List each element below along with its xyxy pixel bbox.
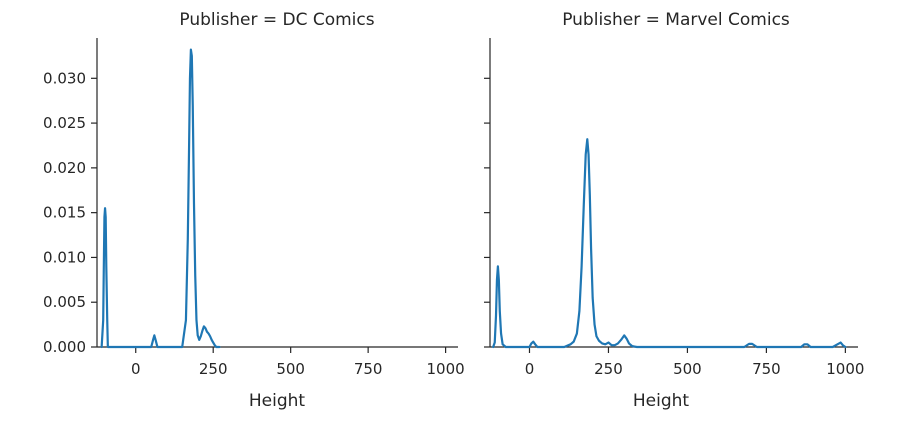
facet-dc-comics: Publisher = DC Comics 0 250 500 750 1000 0.00… <box>43 10 465 411</box>
x-tick-label: 1000 <box>826 360 864 378</box>
facet-title-dc-comics: Publisher = DC Comics <box>179 10 374 30</box>
x-axis-title-dc-comics: Height <box>249 391 306 411</box>
x-tick-label: 500 <box>276 360 305 378</box>
x-tick-label: 500 <box>673 360 702 378</box>
x-tick-label: 1000 <box>427 360 465 378</box>
y-tick-label: 0.030 <box>43 69 86 87</box>
kde-curve-dc-comics <box>100 48 221 349</box>
y-tick-label: 0.005 <box>43 293 86 311</box>
y-tick-label: 0.020 <box>43 159 86 177</box>
x-axis-title-marvel-comics: Height <box>633 391 690 411</box>
tick-group-dc-comics: 0 250 500 750 1000 0.000 0.005 0.010 0.015 0.020 0… <box>43 69 465 378</box>
x-tick-label: 250 <box>199 360 228 378</box>
facet-marvel-comics: Publisher = Marvel Comics 0 250 500 750 1000… <box>484 10 864 411</box>
x-tick-label: 0 <box>525 360 535 378</box>
y-tick-label: 0.015 <box>43 204 86 222</box>
x-tick-label: 250 <box>594 360 623 378</box>
x-tick-label: 0 <box>131 360 141 378</box>
y-tick-label: 0.025 <box>43 114 86 132</box>
kde-curve-marvel-comics <box>492 138 847 349</box>
x-tick-label: 750 <box>752 360 781 378</box>
x-tick-label: 750 <box>354 360 383 378</box>
y-tick-label: 0.010 <box>43 248 86 266</box>
y-tick-label: 0.000 <box>43 338 86 356</box>
tick-group-marvel-comics: 0 250 500 750 1000 <box>484 77 864 378</box>
facet-title-marvel-comics: Publisher = Marvel Comics <box>562 10 790 30</box>
